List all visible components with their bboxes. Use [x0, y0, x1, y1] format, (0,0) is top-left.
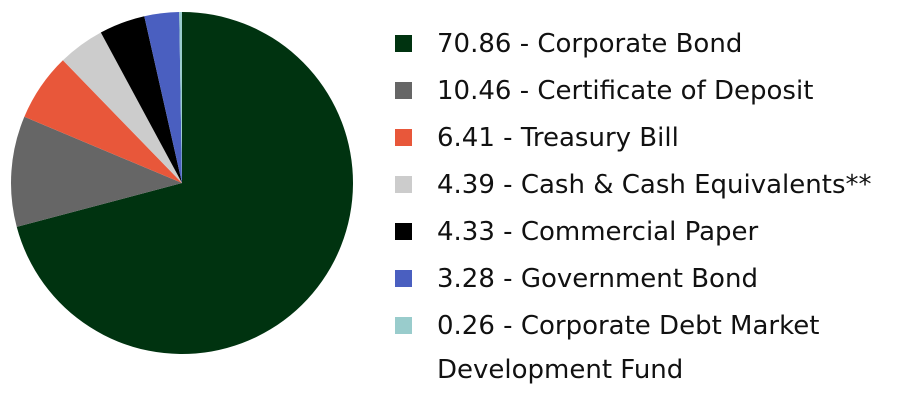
legend-text: 4.33 - Commercial Paper — [437, 210, 887, 254]
legend-text: 6.41 - Treasury Bill — [437, 116, 887, 160]
legend-separator: - — [494, 170, 521, 200]
legend-value: 6.41 — [437, 123, 495, 153]
legend-label: Government Bond — [520, 264, 758, 294]
pie-slice — [16, 12, 354, 354]
legend-swatch — [395, 317, 412, 334]
legend-label: Cash & Cash Equivalents** — [520, 170, 872, 200]
legend-text: 70.86 - Corporate Bond — [437, 22, 887, 66]
legend-label: Corporate Bond — [537, 29, 743, 59]
legend: 70.86 - Corporate Bond 10.46 - Certificat… — [395, 22, 895, 385]
pie-slice — [10, 116, 182, 227]
legend-swatch — [395, 82, 412, 99]
legend-separator: - — [511, 76, 538, 106]
legend-swatch — [395, 223, 412, 240]
legend-value: 4.39 — [437, 170, 495, 200]
legend-swatch — [395, 129, 412, 146]
pie-slice — [62, 32, 182, 183]
legend-label: Commercial Paper — [520, 217, 759, 247]
legend-entry: 3.28 - Government Bond — [395, 257, 895, 304]
pie-slice — [179, 12, 182, 183]
legend-entry: 4.39 - Cash & Cash Equivalents** — [395, 163, 895, 210]
legend-value: 3.28 — [437, 264, 495, 294]
legend-separator: - — [494, 123, 521, 153]
legend-entry: 0.26 - Corporate Debt Market Development… — [395, 304, 895, 385]
legend-separator: - — [511, 29, 538, 59]
legend-entry: 10.46 - Certificate of Deposit — [395, 69, 895, 116]
legend-entry: 4.33 - Commercial Paper — [395, 210, 895, 257]
pie-slice — [100, 16, 182, 184]
legend-text: 10.46 - Certificate of Deposit — [437, 69, 887, 113]
legend-swatch — [395, 35, 412, 52]
legend-entry: 70.86 - Corporate Bond — [395, 22, 895, 69]
legend-text: 0.26 - Corporate Debt Market Development… — [437, 304, 887, 392]
legend-separator: - — [494, 264, 521, 294]
legend-value: 70.86 — [437, 29, 512, 59]
legend-label: Corporate Debt Market Development Fund — [437, 311, 828, 385]
legend-value: 4.33 — [437, 217, 495, 247]
legend-label: Treasury Bill — [520, 123, 679, 153]
legend-entry: 6.41 - Treasury Bill — [395, 116, 895, 163]
legend-text: 4.39 - Cash & Cash Equivalents** — [437, 163, 887, 207]
legend-value: 0.26 — [437, 311, 495, 341]
legend-text: 3.28 - Government Bond — [437, 257, 887, 301]
legend-value: 10.46 — [437, 76, 512, 106]
legend-separator: - — [494, 311, 521, 341]
pie-slice — [144, 12, 182, 183]
pie-slice — [24, 60, 183, 183]
legend-swatch — [395, 176, 412, 193]
legend-separator: - — [494, 217, 521, 247]
legend-label: Certificate of Deposit — [537, 76, 814, 106]
legend-swatch — [395, 270, 412, 287]
